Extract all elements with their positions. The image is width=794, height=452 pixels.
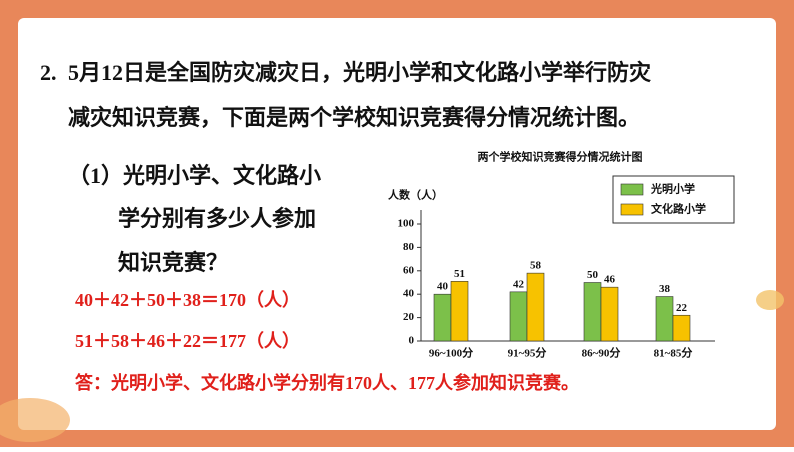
data-label: 42	[513, 278, 525, 290]
chart-title: 两个学校知识竞赛得分情况统计图	[478, 150, 643, 164]
y-axis-label: 人数（人）	[388, 188, 443, 202]
data-label: 50	[587, 269, 599, 281]
bar	[526, 272, 545, 342]
legend-swatch	[620, 183, 644, 196]
decoration	[0, 398, 70, 442]
y-tick-label: 100	[398, 218, 415, 230]
data-label: 40	[437, 281, 449, 293]
answer-line: 51＋58＋46＋22＝177（人）	[75, 331, 300, 351]
data-label: 46	[604, 274, 616, 286]
sub-question-line: 学分别有多少人参加	[118, 206, 316, 231]
question-line: 5月12日是全国防灾减灾日，光明小学和文化路小学举行防灾	[68, 60, 652, 85]
data-label: 22	[676, 302, 688, 314]
y-tick-label: 80	[403, 241, 415, 253]
y-tick-label: 60	[403, 264, 415, 276]
legend-label: 光明小学	[650, 182, 695, 196]
y-tick-label: 40	[403, 288, 415, 300]
question-line: 减灾知识竞赛，下面是两个学校知识竞赛得分情况统计图。	[68, 105, 640, 130]
bar	[583, 282, 602, 342]
x-tick-label: 91~95分	[508, 346, 547, 360]
answer-line: 答：光明小学、文化路小学分别有170人、177人参加知识竞赛。	[75, 372, 579, 393]
sub-question-line: 知识竞赛？	[118, 250, 228, 275]
y-tick-label: 20	[403, 311, 415, 323]
data-label: 51	[454, 268, 465, 280]
bar	[433, 293, 452, 342]
bar	[600, 286, 619, 342]
data-label: 38	[659, 283, 671, 295]
answer-line: 40＋42＋50＋38＝170（人）	[75, 290, 300, 310]
sub-question-line: （1）光明小学、文化路小	[68, 163, 321, 188]
data-label: 58	[530, 260, 542, 272]
bar	[655, 296, 674, 342]
bar	[450, 281, 469, 342]
x-tick-label: 81~85分	[654, 346, 693, 360]
x-tick-label: 96~100分	[429, 346, 473, 360]
chart: 两个学校知识竞赛得分情况统计图 人数（人） 0 20 40 60 80 100 96~100…	[388, 150, 735, 360]
y-tick-label: 0	[409, 335, 415, 347]
bar	[509, 291, 528, 342]
question-number: 2.	[40, 60, 57, 85]
x-tick-label: 86~90分	[582, 346, 621, 360]
bar	[672, 314, 691, 342]
legend-label: 文化路小学	[651, 202, 706, 216]
legend-swatch	[620, 203, 644, 216]
decoration	[756, 290, 784, 310]
